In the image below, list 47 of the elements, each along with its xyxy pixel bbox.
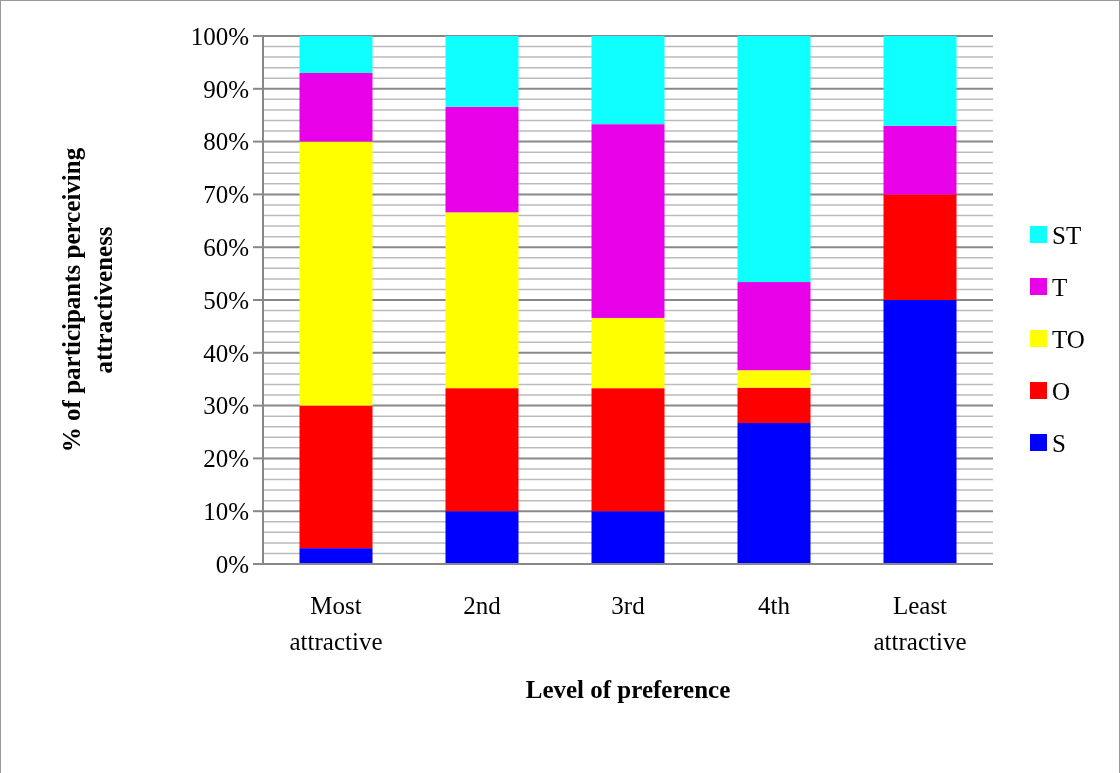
bar xyxy=(737,370,811,388)
y-axis-title: % of participants perceiving attractiveness xyxy=(58,147,117,453)
bar xyxy=(445,511,519,564)
legend-label: S xyxy=(1052,429,1066,457)
y-tick-label: 70% xyxy=(203,181,249,209)
bar xyxy=(737,36,811,283)
bar xyxy=(883,300,957,564)
x-tick-label: Least attractive xyxy=(873,592,967,655)
y-tick-label: 100% xyxy=(190,22,249,50)
bar xyxy=(737,282,811,371)
bar xyxy=(445,106,519,213)
bar xyxy=(299,405,373,549)
y-tick-label: 30% xyxy=(203,392,249,420)
y-tick-label: 50% xyxy=(203,286,249,314)
legend-label: T xyxy=(1052,273,1068,301)
legend-label: TO xyxy=(1052,325,1085,353)
bar xyxy=(445,388,519,512)
bar xyxy=(299,72,373,142)
bar xyxy=(445,212,519,389)
x-tick-label: 3rd xyxy=(611,592,646,619)
y-tick-label: 90% xyxy=(203,75,249,103)
x-axis-title: Level of preference xyxy=(525,676,731,703)
bar xyxy=(737,423,811,564)
y-tick-label: 80% xyxy=(203,128,249,156)
bar xyxy=(591,317,665,389)
y-tick-label: 20% xyxy=(203,445,249,473)
y-tick-label: 40% xyxy=(203,339,249,367)
legend-label: ST xyxy=(1052,221,1082,249)
bar xyxy=(591,511,665,564)
bar xyxy=(737,387,811,424)
x-tick-label: 4th xyxy=(758,592,791,619)
y-tick-label: 0% xyxy=(215,550,249,578)
bar xyxy=(299,548,373,564)
x-tick-label: 2nd xyxy=(463,592,502,619)
y-tick-label: 60% xyxy=(203,233,249,261)
bar xyxy=(299,141,373,406)
bar xyxy=(445,36,519,107)
x-tick-label: Most attractive xyxy=(289,592,383,655)
bar xyxy=(591,388,665,512)
bar xyxy=(591,124,665,318)
bar xyxy=(299,36,373,73)
bar xyxy=(883,36,957,126)
bar xyxy=(883,194,957,300)
legend-label: O xyxy=(1052,377,1071,405)
bar xyxy=(883,125,957,195)
y-tick-label: 10% xyxy=(203,497,249,525)
bar xyxy=(591,36,665,125)
